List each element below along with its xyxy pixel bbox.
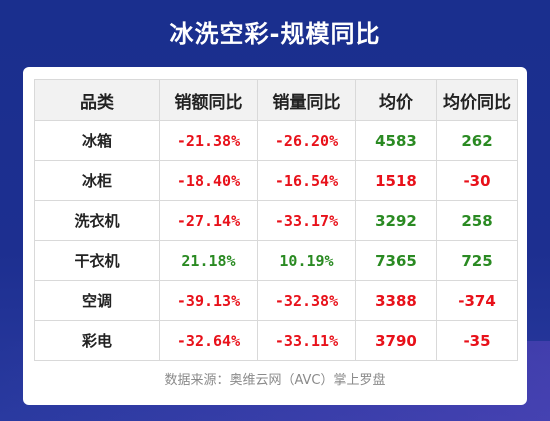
header-category: 品类: [34, 79, 160, 121]
comparison-table: 品类 销额同比 销量同比 均价 均价同比 冰箱 -21.38% -26.20% …: [34, 79, 518, 361]
cell-sales-yoy: -18.40%: [159, 160, 258, 201]
cell-sales-yoy: -32.64%: [159, 320, 258, 361]
cell-avg-price: 3790: [355, 320, 437, 361]
table-row: 冰柜 -18.40% -16.54% 1518 -30: [34, 160, 518, 201]
cell-avg-price: 4583: [355, 120, 437, 161]
cell-category: 冰柜: [34, 160, 160, 201]
cell-volume-yoy: -33.17%: [257, 200, 356, 241]
cell-avg-price-yoy: -30: [436, 160, 518, 201]
cell-volume-yoy: -26.20%: [257, 120, 356, 161]
cell-category: 彩电: [34, 320, 160, 361]
header-volume-yoy: 销量同比: [257, 79, 356, 121]
header-avg-price-yoy: 均价同比: [436, 79, 518, 121]
table-row: 干衣机 21.18% 10.19% 7365 725: [34, 240, 518, 281]
header-avg-price: 均价: [355, 79, 437, 121]
cell-avg-price-yoy: 262: [436, 120, 518, 161]
cell-avg-price: 3388: [355, 280, 437, 321]
cell-avg-price-yoy: -35: [436, 320, 518, 361]
table-header-row: 品类 销额同比 销量同比 均价 均价同比: [34, 79, 518, 121]
table-row: 冰箱 -21.38% -26.20% 4583 262: [34, 120, 518, 161]
table-row: 洗衣机 -27.14% -33.17% 3292 258: [34, 200, 518, 241]
cell-category: 空调: [34, 280, 160, 321]
cell-avg-price: 7365: [355, 240, 437, 281]
cell-volume-yoy: -16.54%: [257, 160, 356, 201]
cell-category: 洗衣机: [34, 200, 160, 241]
cell-avg-price-yoy: 725: [436, 240, 518, 281]
data-source-note: 数据来源：奥维云网（AVC）掌上罗盘: [164, 373, 386, 388]
header-sales-yoy: 销额同比: [159, 79, 258, 121]
table-card: 品类 销额同比 销量同比 均价 均价同比 冰箱 -21.38% -26.20% …: [23, 67, 527, 405]
cell-avg-price-yoy: -374: [436, 280, 518, 321]
table-row: 彩电 -32.64% -33.11% 3790 -35: [34, 320, 518, 361]
cell-sales-yoy: -27.14%: [159, 200, 258, 241]
cell-volume-yoy: 10.19%: [257, 240, 356, 281]
cell-sales-yoy: -21.38%: [159, 120, 258, 161]
table-row: 空调 -39.13% -32.38% 3388 -374: [34, 280, 518, 321]
page-title: 冰洗空彩-规模同比: [169, 20, 381, 48]
cell-sales-yoy: 21.18%: [159, 240, 258, 281]
cell-avg-price: 1518: [355, 160, 437, 201]
cell-volume-yoy: -33.11%: [257, 320, 356, 361]
cell-category: 冰箱: [34, 120, 160, 161]
cell-category: 干衣机: [34, 240, 160, 281]
cell-avg-price: 3292: [355, 200, 437, 241]
cell-sales-yoy: -39.13%: [159, 280, 258, 321]
cell-avg-price-yoy: 258: [436, 200, 518, 241]
cell-volume-yoy: -32.38%: [257, 280, 356, 321]
